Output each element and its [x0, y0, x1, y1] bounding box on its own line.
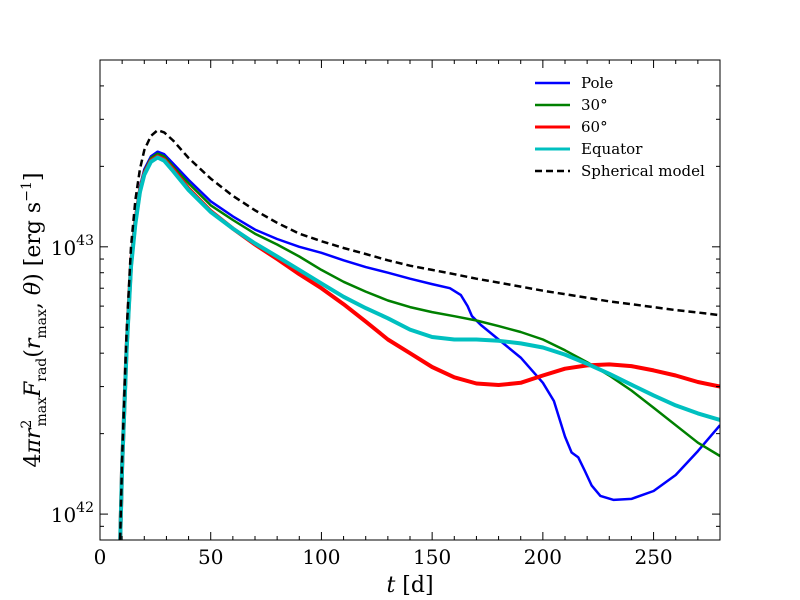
legend: Pole 30° 60° Equator Spherical model: [535, 74, 705, 180]
ticks-layer: [99, 60, 720, 540]
series-line-0: [118, 150, 720, 540]
legend-label-2: 60°: [581, 118, 608, 136]
x-tick-labels: 0 50 100 150 200 250: [94, 545, 673, 569]
series-line-3: [118, 155, 720, 540]
legend-label-4: Spherical model: [581, 162, 705, 180]
x-tick-label: 150: [413, 545, 451, 569]
plot-background: [100, 60, 720, 540]
y-tick-base: 10: [51, 503, 76, 527]
legend-label-1: 30°: [581, 96, 608, 114]
x-axis-title: t [d]: [386, 573, 433, 598]
x-tick-label: 250: [634, 545, 672, 569]
y-axis-title: 4πr2maxFrad(rmax, θ) [erg s−1]: [19, 173, 50, 468]
svg-text:4πr2maxFrad(rmax, θ) [erg s−1]: 4πr2maxFrad(rmax, θ) [erg s−1]: [19, 173, 50, 468]
series-line-4: [118, 128, 720, 540]
y-tick-exponent: 42: [76, 500, 94, 516]
y-tick-label: 1043: [51, 233, 94, 260]
y-tick-label: 1042: [51, 500, 94, 527]
legend-label-0: Pole: [581, 74, 613, 92]
x-tick-label: 0: [94, 545, 107, 569]
series-layer: [118, 128, 720, 540]
legend-label-3: Equator: [581, 140, 643, 158]
y-tick-base: 10: [51, 236, 76, 260]
x-tick-label: 200: [524, 545, 562, 569]
x-tick-label: 50: [198, 545, 223, 569]
x-tick-label: 100: [302, 545, 340, 569]
y-tick-exponent: 43: [76, 233, 94, 249]
